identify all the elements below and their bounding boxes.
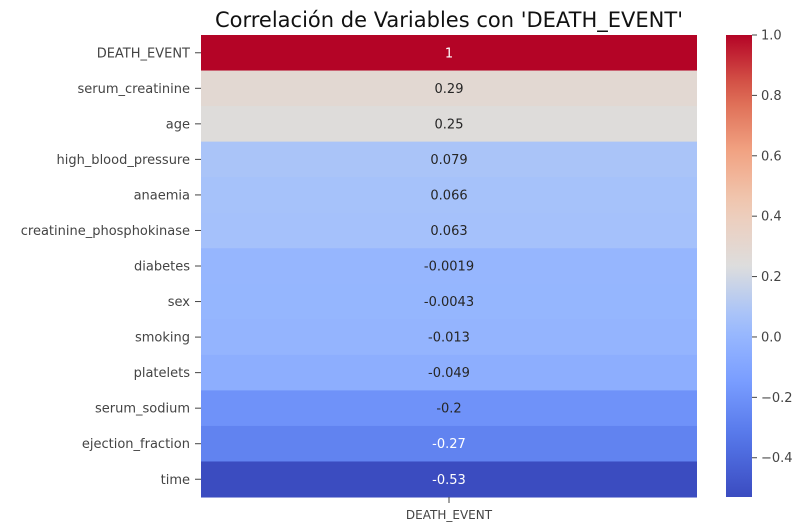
row-label: sex (168, 295, 191, 310)
heatmap-cell (201, 70, 697, 107)
row-label: ejection_fraction (82, 437, 190, 452)
cell-value-label: 0.25 (435, 117, 464, 132)
x-axis: DEATH_EVENT (406, 497, 493, 522)
colorbar-tick-label: −0.2 (761, 391, 793, 406)
heatmap-cell (201, 141, 697, 178)
cell-value-label: 0.063 (430, 224, 467, 239)
row-label: anaemia (134, 188, 190, 203)
x-tick-label: DEATH_EVENT (406, 508, 493, 522)
row-label: high_blood_pressure (56, 153, 190, 168)
colorbar-tick-label: 0.4 (761, 210, 782, 225)
row-label: smoking (135, 331, 190, 346)
colorbar-tick-label: 1.0 (761, 29, 782, 44)
heatmap-cell (201, 425, 697, 462)
colorbar-tick-label: 0.8 (761, 89, 782, 104)
row-label: serum_creatinine (78, 82, 191, 97)
row-label: time (161, 473, 190, 488)
heatmap-cell (201, 106, 697, 143)
heatmap-cell (201, 177, 697, 214)
colorbar-tick-label: 0.6 (761, 149, 782, 164)
cell-value-label: 1 (445, 46, 453, 61)
cell-value-label: -0.53 (432, 473, 466, 488)
cell-value-label: -0.013 (428, 331, 470, 346)
colorbar-tick-label: 0.2 (761, 270, 782, 285)
row-label: serum_sodium (95, 402, 190, 417)
heatmap-cell (201, 354, 697, 391)
heatmap-cell (201, 35, 697, 72)
heatmap-cell (201, 283, 697, 320)
row-label: age (166, 117, 190, 132)
chart-title: Correlación de Variables con 'DEATH_EVEN… (215, 8, 683, 33)
row-label: DEATH_EVENT (97, 46, 190, 61)
colorbar-tick-label: −0.4 (761, 451, 793, 466)
heatmap-cell (201, 248, 697, 285)
cell-value-label: -0.0019 (424, 260, 474, 275)
colorbar-ticks: −0.4 −0.2 0.0 0.2 0.4 0.6 0.8 1.0 (752, 29, 793, 466)
heatmap-cell (201, 319, 697, 356)
heatmap-cell (201, 212, 697, 249)
cell-value-label: -0.2 (436, 402, 461, 417)
cell-value-label: -0.0043 (424, 295, 474, 310)
cell-value-label: -0.049 (428, 366, 470, 381)
heatmap-cell (201, 461, 697, 498)
heatmap-cells: 1 0.29 0.25 0.079 0.066 0.063 -0.0019 -0.0043 -0… (201, 35, 697, 498)
row-label: creatinine_phosphokinase (21, 224, 190, 239)
colorbar-tick-label: 0.0 (761, 330, 782, 345)
row-label: platelets (134, 366, 191, 381)
cell-value-label: 0.066 (430, 188, 467, 203)
row-label: diabetes (134, 260, 190, 275)
heatmap-cell (201, 390, 697, 427)
cell-value-label: -0.27 (432, 437, 466, 452)
cell-value-label: 0.29 (435, 82, 464, 97)
colorbar (726, 35, 752, 497)
cell-value-label: 0.079 (430, 153, 467, 168)
